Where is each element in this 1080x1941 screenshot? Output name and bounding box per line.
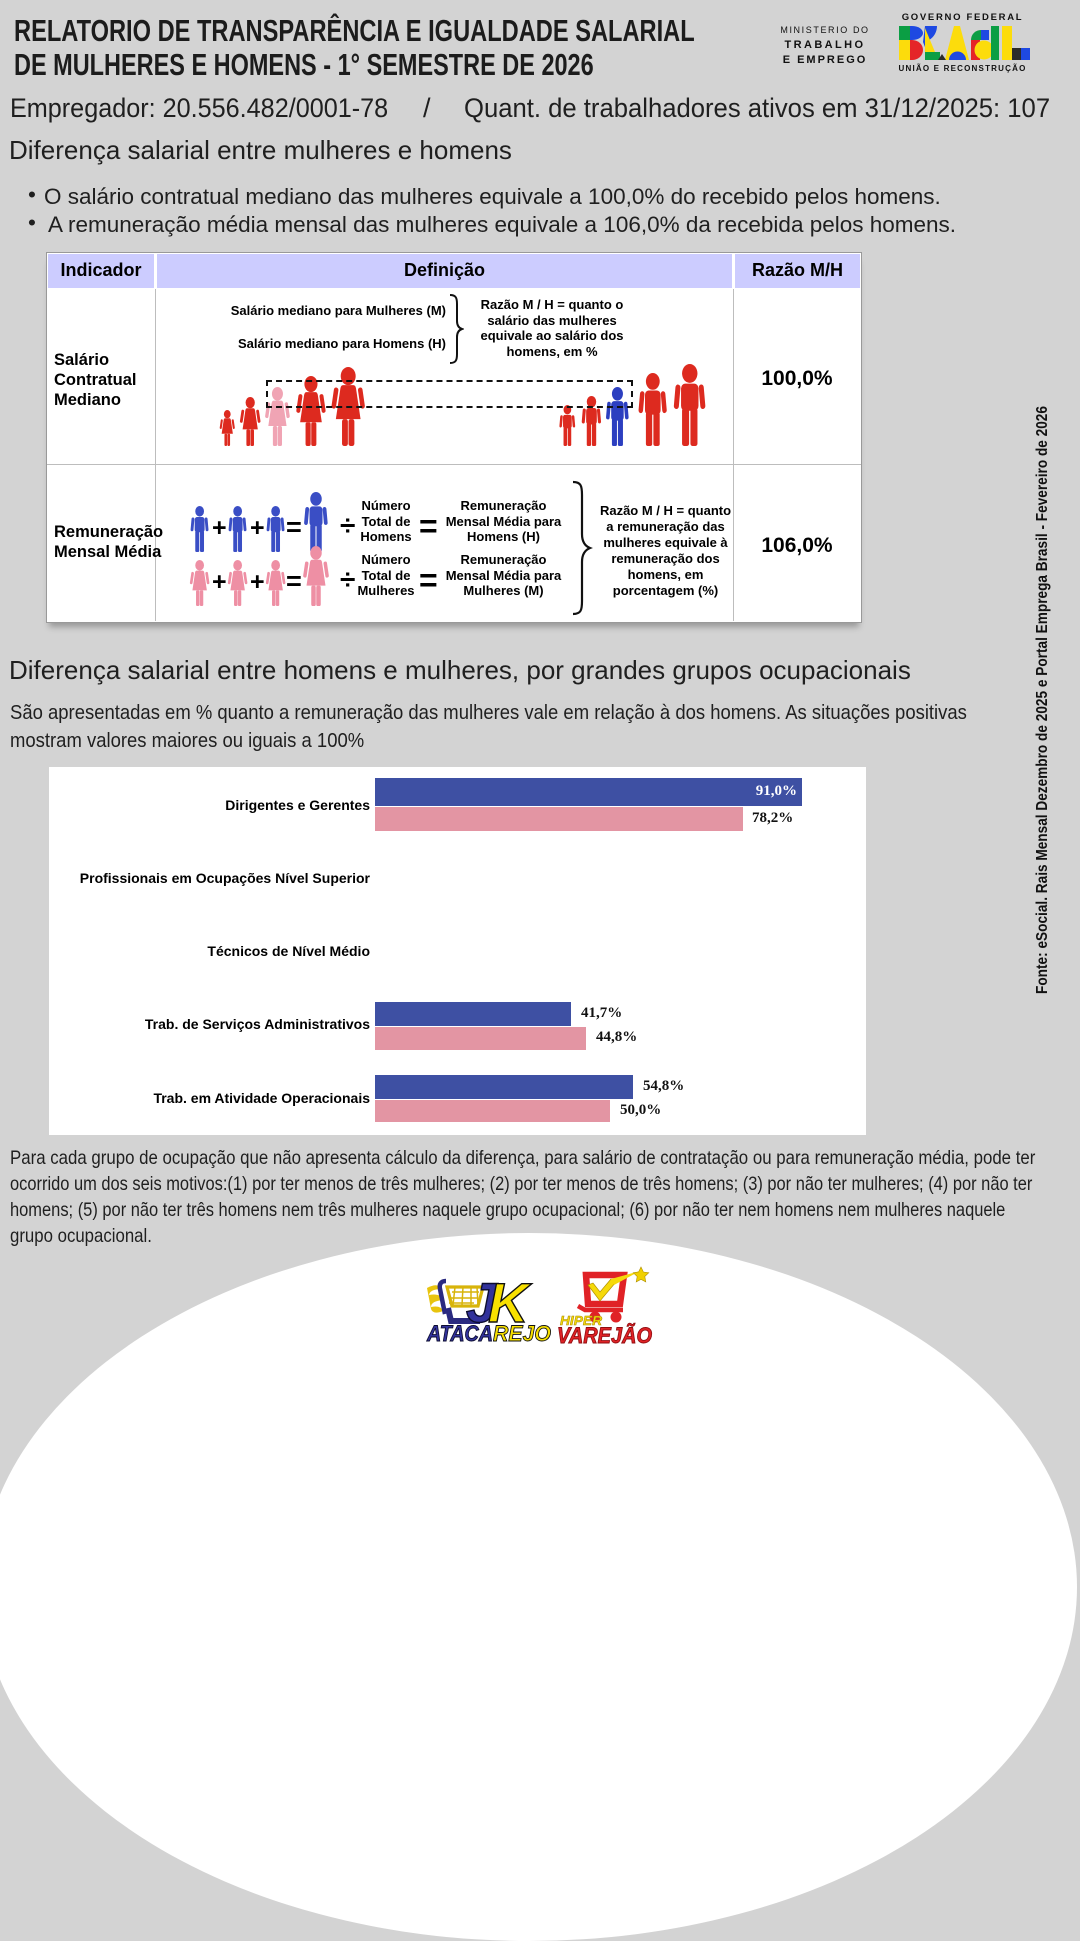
svg-text:HIPER: HIPER [560,1314,602,1328]
svg-text:VAREJÃO: VAREJÃO [557,1323,652,1348]
svg-text:REJO: REJO [493,1321,551,1346]
svg-text:J: J [466,1274,499,1334]
svg-text:K: K [488,1274,532,1334]
svg-text:ATACA: ATACA [426,1321,493,1346]
